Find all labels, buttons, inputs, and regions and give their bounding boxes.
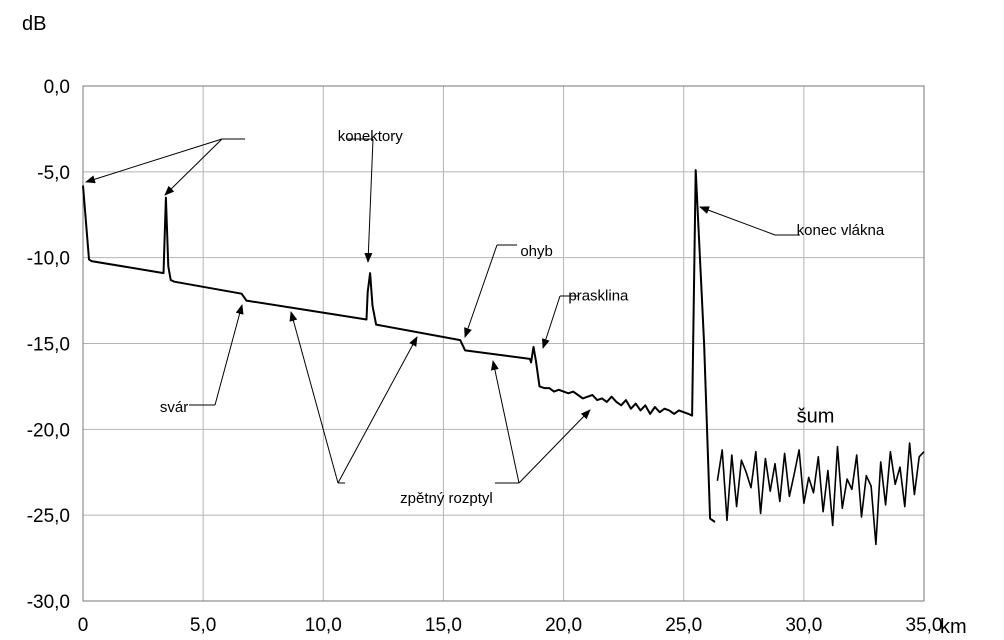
y-tick-label: -5,0 [37,163,70,184]
leader-line [464,244,498,338]
annotation-bend: ohyb [520,243,553,260]
annotation-backscatter: zpětný rozptyl [400,490,493,507]
y-axis-unit: dB [22,13,46,35]
x-tick-label: 10,0 [305,615,342,636]
annotation-connectors: konektory [338,128,404,145]
leader-line [490,360,520,484]
y-tick-label: -15,0 [27,335,70,356]
leader-line [289,311,339,484]
noise-line [716,442,925,546]
annotation-fiber-end: konec vlákna [797,222,885,239]
leader-line [85,138,223,184]
y-tick-label: -30,0 [27,592,70,613]
plot-frame [82,85,925,602]
leader-line [337,336,418,484]
y-tick-label: -25,0 [27,506,70,527]
tick-labels: 0 5,0 10,0 15,0 20,0 25,0 30,0 35,0 0,0 -5,0 -10,0… [27,77,943,636]
y-tick-label: -20,0 [27,420,70,441]
x-tick-label: 20,0 [545,615,582,636]
leader-line [699,206,776,236]
leader-line [214,304,244,406]
x-tick-label: 25,0 [665,615,702,636]
grid [82,85,925,602]
x-tick-label: 5,0 [190,615,216,636]
leader-line [518,409,591,484]
x-tick-label: 0 [78,615,89,636]
annotation-splice: svár [160,399,188,416]
x-tick-label: 15,0 [425,615,462,636]
x-axis-unit: km [940,616,967,638]
x-tick-label: 30,0 [785,615,822,636]
y-tick-label: -10,0 [27,249,70,270]
annotation-noise: šum [797,405,835,427]
annotation-crack: prasklina [568,287,629,304]
leader-line [541,295,561,349]
trace-layer [82,169,925,546]
y-tick-label: 0,0 [44,77,70,98]
trace-line [82,169,716,523]
x-tick-label: 35,0 [906,615,943,636]
leader-line [164,138,223,196]
annotation-pointers [85,138,800,484]
leader-line [364,138,374,263]
